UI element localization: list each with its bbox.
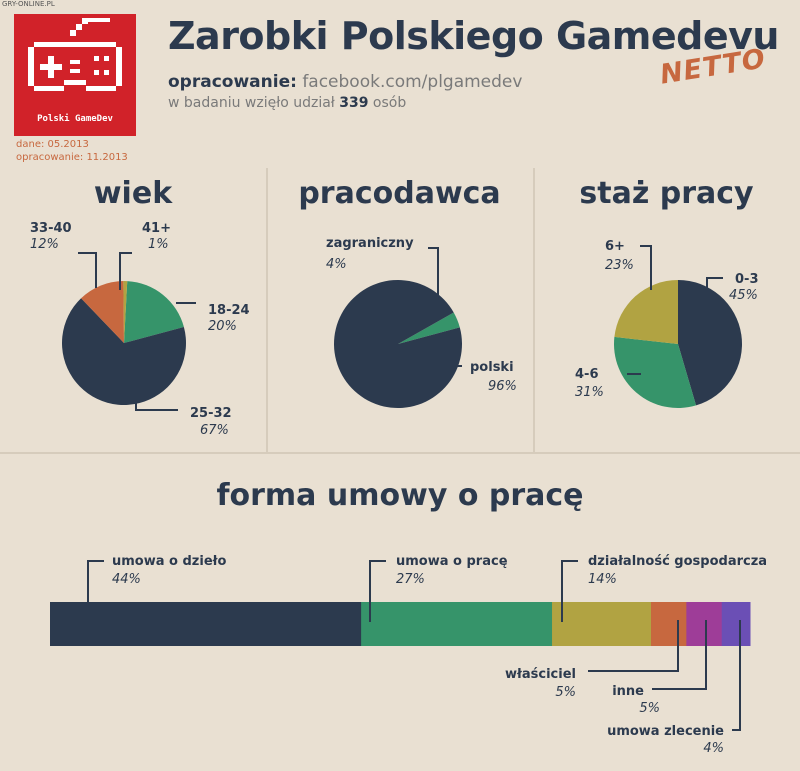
section-title-forma-umowy: forma umowy o pracę [216, 478, 584, 513]
value-umowa-zlecenie: 4% [703, 741, 724, 756]
page-title: Zarobki Polskiego Gamedevu [168, 14, 779, 58]
source-line: opracowanie: facebook.com/plgamedev [168, 72, 522, 92]
pie-slice-polski [334, 280, 463, 409]
pie-slice-25-32 [61, 298, 186, 405]
logo-text: Polski GameDev [37, 114, 113, 124]
value-25-32: 67% [200, 423, 229, 438]
participants-line: w badaniu wzięło udział 339 osób [168, 95, 406, 111]
leader-dzialalnosc [561, 560, 578, 622]
leader-umowa-o-dzielo [87, 560, 104, 622]
label-25-32: 25-32 [190, 406, 232, 421]
divider-right [533, 168, 535, 452]
label-33-40: 33-40 [30, 221, 72, 236]
compiled-date: opracowanie: 11.2013 [16, 152, 128, 163]
leader-umowa-zlecenie [732, 620, 741, 731]
bar-segment-dzia-alno-gospodarcza [552, 602, 652, 646]
leader-inne [652, 620, 707, 690]
label-umowa-o-prace: umowa o pracę [396, 554, 508, 569]
value-4-6: 31% [575, 385, 604, 400]
pie-chart-pracodawca: zagraniczny 4% polski 96% [326, 236, 517, 409]
label-6plus: 6+ [605, 239, 625, 254]
participants-count: 339 [339, 95, 369, 111]
value-inne: 5% [639, 701, 660, 716]
leader-0-3 [706, 277, 723, 314]
divider-left [266, 168, 268, 452]
pie-slice-41 [123, 281, 128, 343]
pie-slices-pracodawca [334, 280, 463, 409]
value-umowa-o-dzielo: 44% [112, 572, 141, 587]
value-41plus: 1% [148, 237, 169, 252]
value-18-24: 20% [208, 319, 237, 334]
pie-slice-33-40 [81, 281, 124, 343]
leader-umowa-o-prace [369, 560, 386, 622]
bar-segment-umowa-zlecenie [721, 602, 751, 646]
section-title-pracodawca: pracodawca [298, 176, 501, 211]
gamepad-icon [28, 18, 122, 91]
bar-segments [50, 602, 751, 646]
label-umowa-o-dzielo: umowa o dzieło [112, 554, 226, 569]
section-title-staz: staż pracy [579, 176, 754, 211]
label-wlasciciel: właściciel [505, 667, 576, 682]
stacked-bar-forma-umowy: umowa o dzieło 44% umowa o pracę 27% dzi… [50, 554, 767, 756]
participants-post: osób [372, 95, 407, 111]
source-label: opracowanie: [168, 72, 297, 92]
pie-slice-6 [614, 280, 678, 344]
pie-slice-18-24 [124, 281, 184, 343]
label-0-3: 0-3 [735, 272, 759, 287]
leader-25-32 [135, 397, 178, 411]
source-url: facebook.com/plgamedev [302, 72, 523, 92]
pie-chart-wiek: 18-24 20% 33-40 12% 41+ 1% 25-32 67% [30, 221, 250, 438]
watermark: GRY-ONLINE.PL [2, 0, 55, 8]
label-umowa-zlecenie: umowa zlecenie [607, 724, 724, 739]
data-date: dane: 05.2013 [16, 139, 89, 150]
value-33-40: 12% [30, 237, 59, 252]
pie-chart-staz: 6+ 23% 0-3 45% 4-6 31% [575, 239, 759, 408]
label-polski: polski [470, 360, 514, 375]
label-4-6: 4-6 [575, 367, 599, 382]
label-41plus: 41+ [142, 221, 171, 236]
pie-slice-4-6 [614, 336, 697, 408]
leader-zagraniczny [428, 247, 439, 306]
label-inne: inne [612, 684, 644, 699]
label-18-24: 18-24 [208, 303, 250, 318]
bar-segment-inne [686, 602, 723, 646]
leader-6plus [640, 245, 652, 290]
participants-pre: w badaniu wzięło udział [168, 95, 335, 111]
bar-segment-w-a-ciciel [651, 602, 687, 646]
pie-slice-0-3 [678, 280, 742, 406]
value-umowa-o-prace: 27% [396, 572, 425, 587]
value-zagraniczny: 4% [326, 257, 347, 272]
value-dzialalnosc: 14% [588, 572, 617, 587]
value-wlasciciel: 5% [555, 685, 576, 700]
polski-gamedev-logo: Polski GameDev [14, 14, 136, 136]
section-title-wiek: wiek [93, 176, 173, 211]
value-polski: 96% [488, 379, 517, 394]
pie-slice-zagraniczny [398, 312, 460, 344]
leader-33-40 [78, 252, 97, 288]
label-zagraniczny: zagraniczny [326, 236, 414, 251]
divider-horizontal [0, 452, 800, 454]
bar-segment-umowa-o-dzie-o [50, 602, 362, 646]
leader-wlasciciel [588, 620, 679, 672]
leader-41plus [119, 252, 132, 290]
value-6plus: 23% [605, 258, 634, 273]
value-0-3: 45% [729, 288, 758, 303]
pie-slices-staz [614, 280, 742, 408]
pie-slices-wiek [61, 281, 186, 405]
bar-segment-umowa-o-prac [361, 602, 553, 646]
label-dzialalnosc: działalność gospodarcza [588, 554, 767, 569]
